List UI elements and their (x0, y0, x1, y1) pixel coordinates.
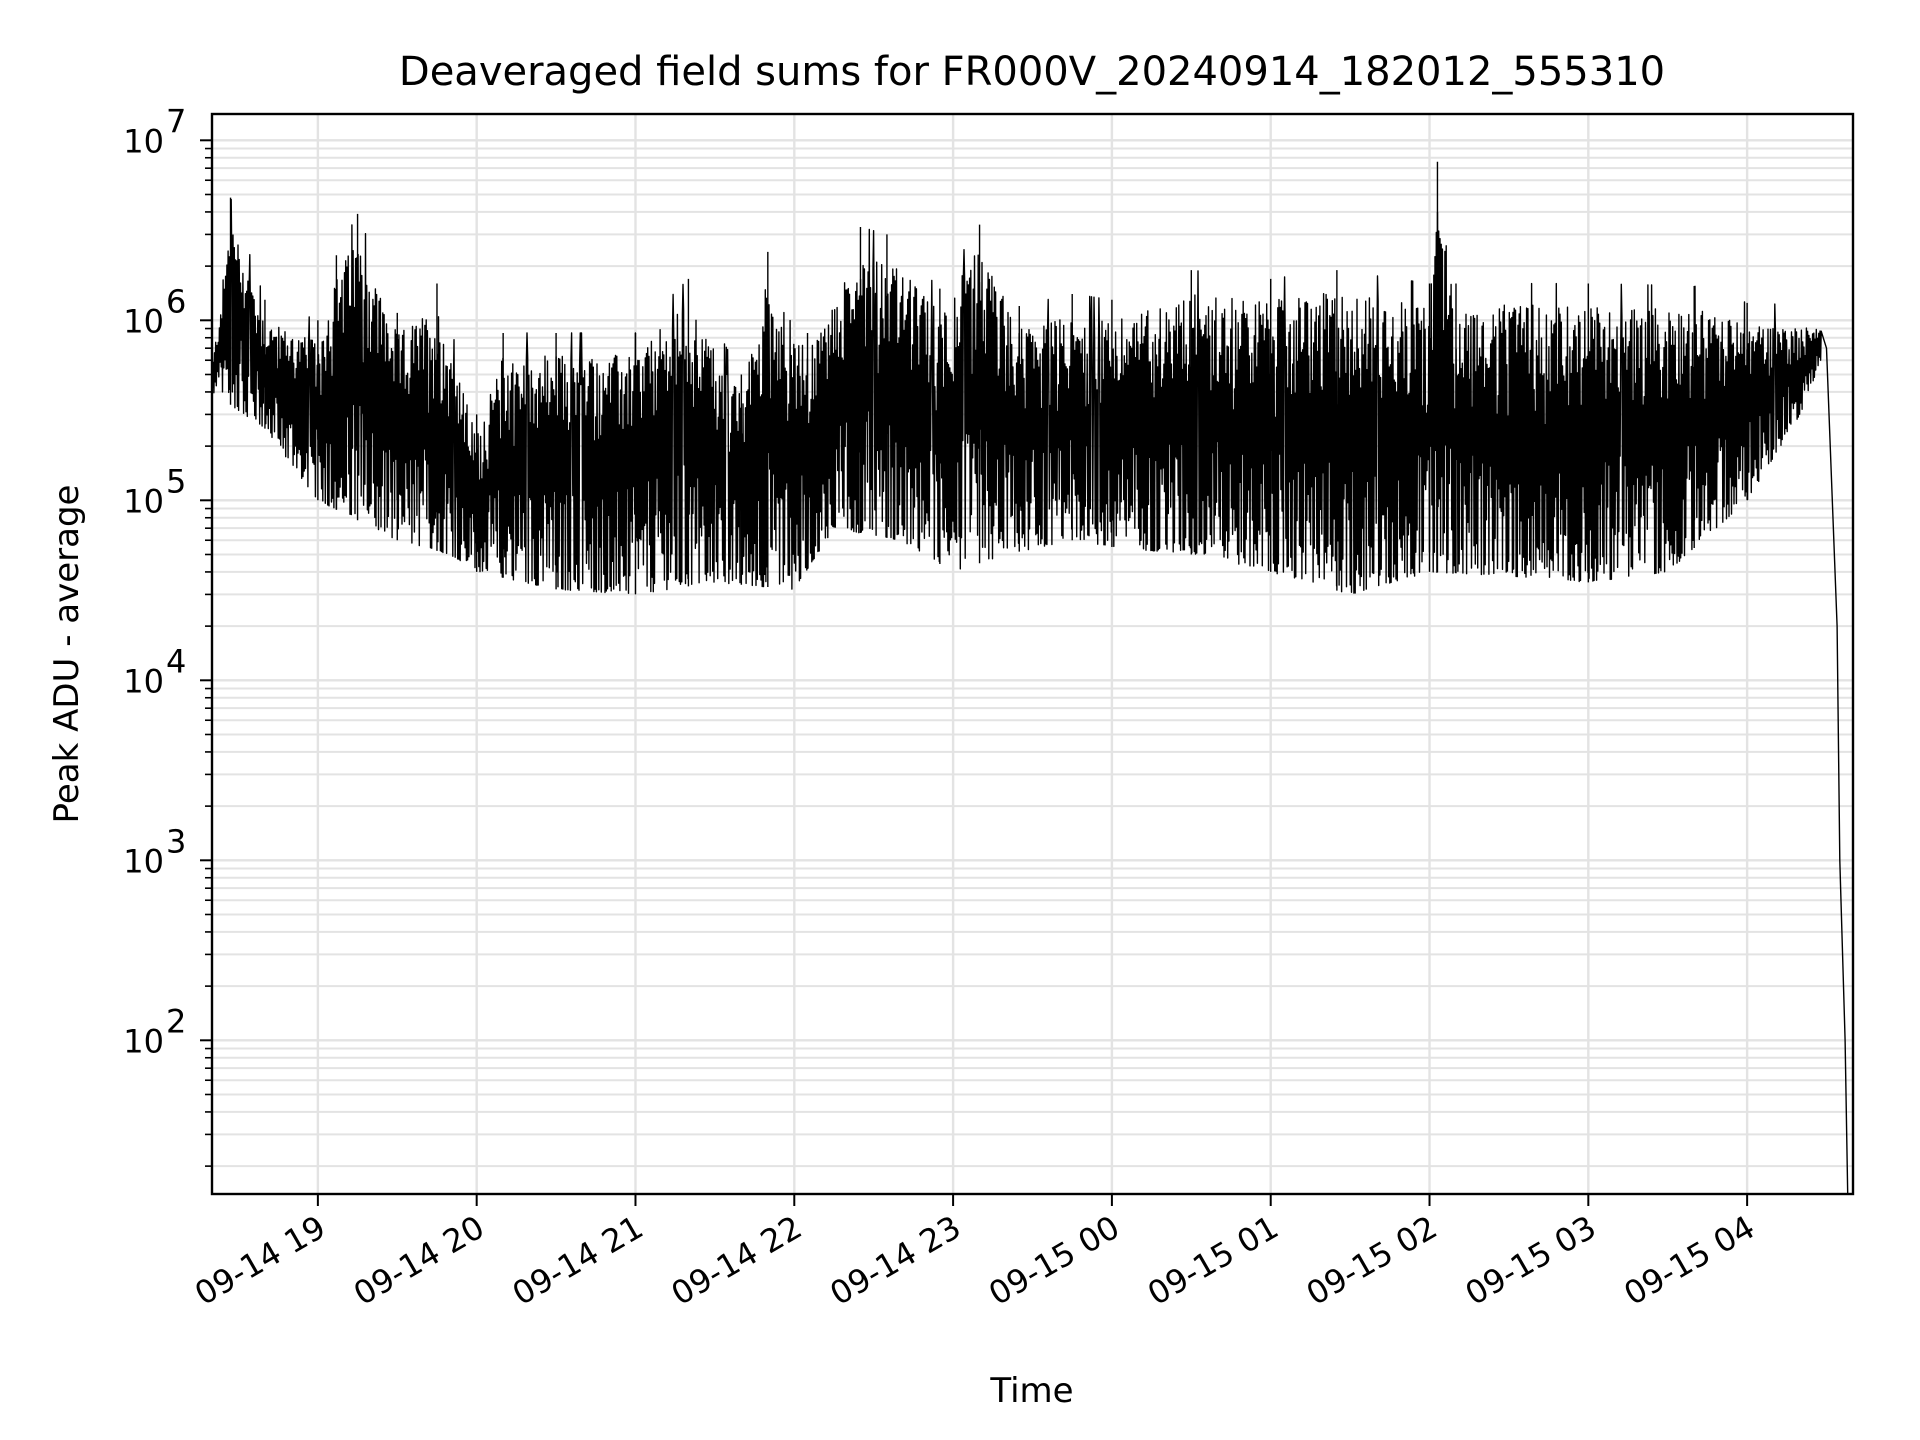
x-axis-title: Time (989, 1371, 1073, 1411)
axes-frame (210, 112, 1855, 1196)
y-tick-label: 10 (123, 1022, 164, 1060)
y-tick-label: 10 (123, 482, 164, 520)
y-axis-title: Peak ADU - average (47, 485, 87, 824)
y-tick-exponent: 7 (166, 102, 186, 140)
y-tick-exponent: 6 (166, 282, 186, 320)
y-tick-label: 10 (123, 122, 164, 160)
plot-area (211, 161, 1849, 1195)
y-tick-exponent: 4 (166, 642, 186, 680)
y-tick-exponent: 5 (166, 462, 186, 500)
y-tick-exponent: 2 (166, 1002, 186, 1040)
chart-title: Deaveraged field sums for FR000V_2024091… (399, 49, 1665, 95)
y-tick-label: 10 (123, 302, 164, 340)
y-tick-label: 10 (123, 842, 164, 880)
y-tick-label: 10 (123, 662, 164, 700)
y-tick-exponent: 3 (166, 822, 186, 860)
series-line (211, 198, 1849, 1195)
